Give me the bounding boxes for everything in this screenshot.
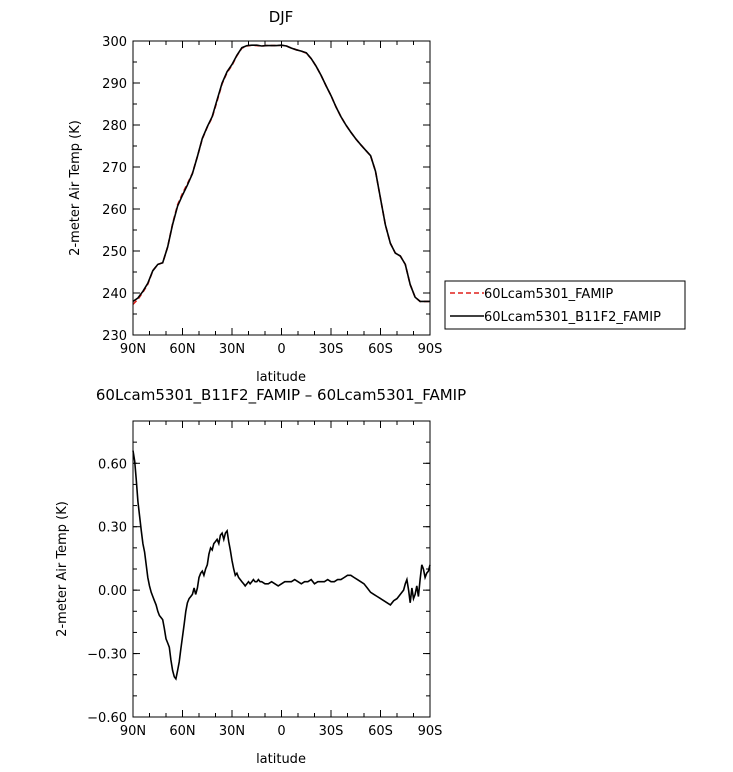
bottom-axis-ticks: 90N 60N 30N 0 30S 60S 90S −0.60 −0.30 0.00 0.30 0.6… xyxy=(87,420,443,739)
bottom-y-axis-label: 2-meter Air Temp (K) xyxy=(55,501,70,637)
top-y-tick-label: 270 xyxy=(102,161,127,176)
top-y-tick-label: 300 xyxy=(102,35,127,50)
top-chart-title: DJF xyxy=(269,8,294,26)
top-y-tick-label: 280 xyxy=(102,119,127,134)
top-plot-area xyxy=(132,44,430,305)
bottom-x-tick-label: 60N xyxy=(169,724,195,739)
bottom-x-tick-label: 30N xyxy=(219,724,245,739)
legend-label-b11f2: 60Lcam5301_B11F2_FAMIP xyxy=(484,310,661,325)
bottom-x-tick-label: 60S xyxy=(368,724,393,739)
top-x-tick-label: 0 xyxy=(277,342,285,357)
bottom-x-tick-label: 90S xyxy=(418,724,443,739)
bottom-x-tick-label: 30S xyxy=(319,724,344,739)
bottom-chart-title: 60Lcam5301_B11F2_FAMIP – 60Lcam5301_FAMI… xyxy=(96,386,466,405)
top-plot-frame xyxy=(132,40,431,336)
top-x-tick-label: 60N xyxy=(169,342,195,357)
bottom-y-tick-label: 0.60 xyxy=(98,457,127,472)
bottom-x-axis-label: latitude xyxy=(256,752,306,767)
bottom-plot-area xyxy=(132,450,431,681)
top-y-axis-label: 2-meter Air Temp (K) xyxy=(68,120,83,256)
top-y-tick-label: 230 xyxy=(102,329,127,344)
top-panel: DJF 90N 60N 30N 0 30S 60S 90S 230 240 250 260 270 28… xyxy=(68,8,442,385)
bottom-y-tick-label: −0.30 xyxy=(87,648,127,663)
bottom-y-tick-label: −0.60 xyxy=(87,711,127,726)
top-series-line-1 xyxy=(132,44,430,303)
top-x-tick-label: 90N xyxy=(120,342,146,357)
bottom-y-tick-label: 0.30 xyxy=(98,521,127,536)
top-x-axis-label: latitude xyxy=(256,370,306,385)
top-y-tick-label: 240 xyxy=(102,287,127,302)
top-y-tick-label: 290 xyxy=(102,77,127,92)
bottom-x-tick-label: 0 xyxy=(277,724,285,739)
top-x-tick-label: 30N xyxy=(219,342,245,357)
bottom-x-tick-label: 90N xyxy=(120,724,146,739)
top-y-tick-label: 250 xyxy=(102,245,127,260)
legend-label-famip: 60Lcam5301_FAMIP xyxy=(484,287,613,302)
top-x-tick-label: 60S xyxy=(368,342,393,357)
legend-box xyxy=(444,280,686,330)
top-x-tick-label: 90S xyxy=(418,342,443,357)
bottom-panel: 60Lcam5301_B11F2_FAMIP – 60Lcam5301_FAMI… xyxy=(55,386,466,767)
bottom-series-line-0 xyxy=(132,450,431,681)
legend: 60Lcam5301_FAMIP 60Lcam5301_B11F2_FAMIP xyxy=(444,280,686,330)
top-series-line-0 xyxy=(132,44,430,305)
top-x-tick-label: 30S xyxy=(319,342,344,357)
bottom-y-tick-label: 0.00 xyxy=(98,584,127,599)
top-axis-ticks: 90N 60N 30N 0 30S 60S 90S 230 240 250 260 270 280 290… xyxy=(102,35,442,357)
top-y-tick-label: 260 xyxy=(102,203,127,218)
